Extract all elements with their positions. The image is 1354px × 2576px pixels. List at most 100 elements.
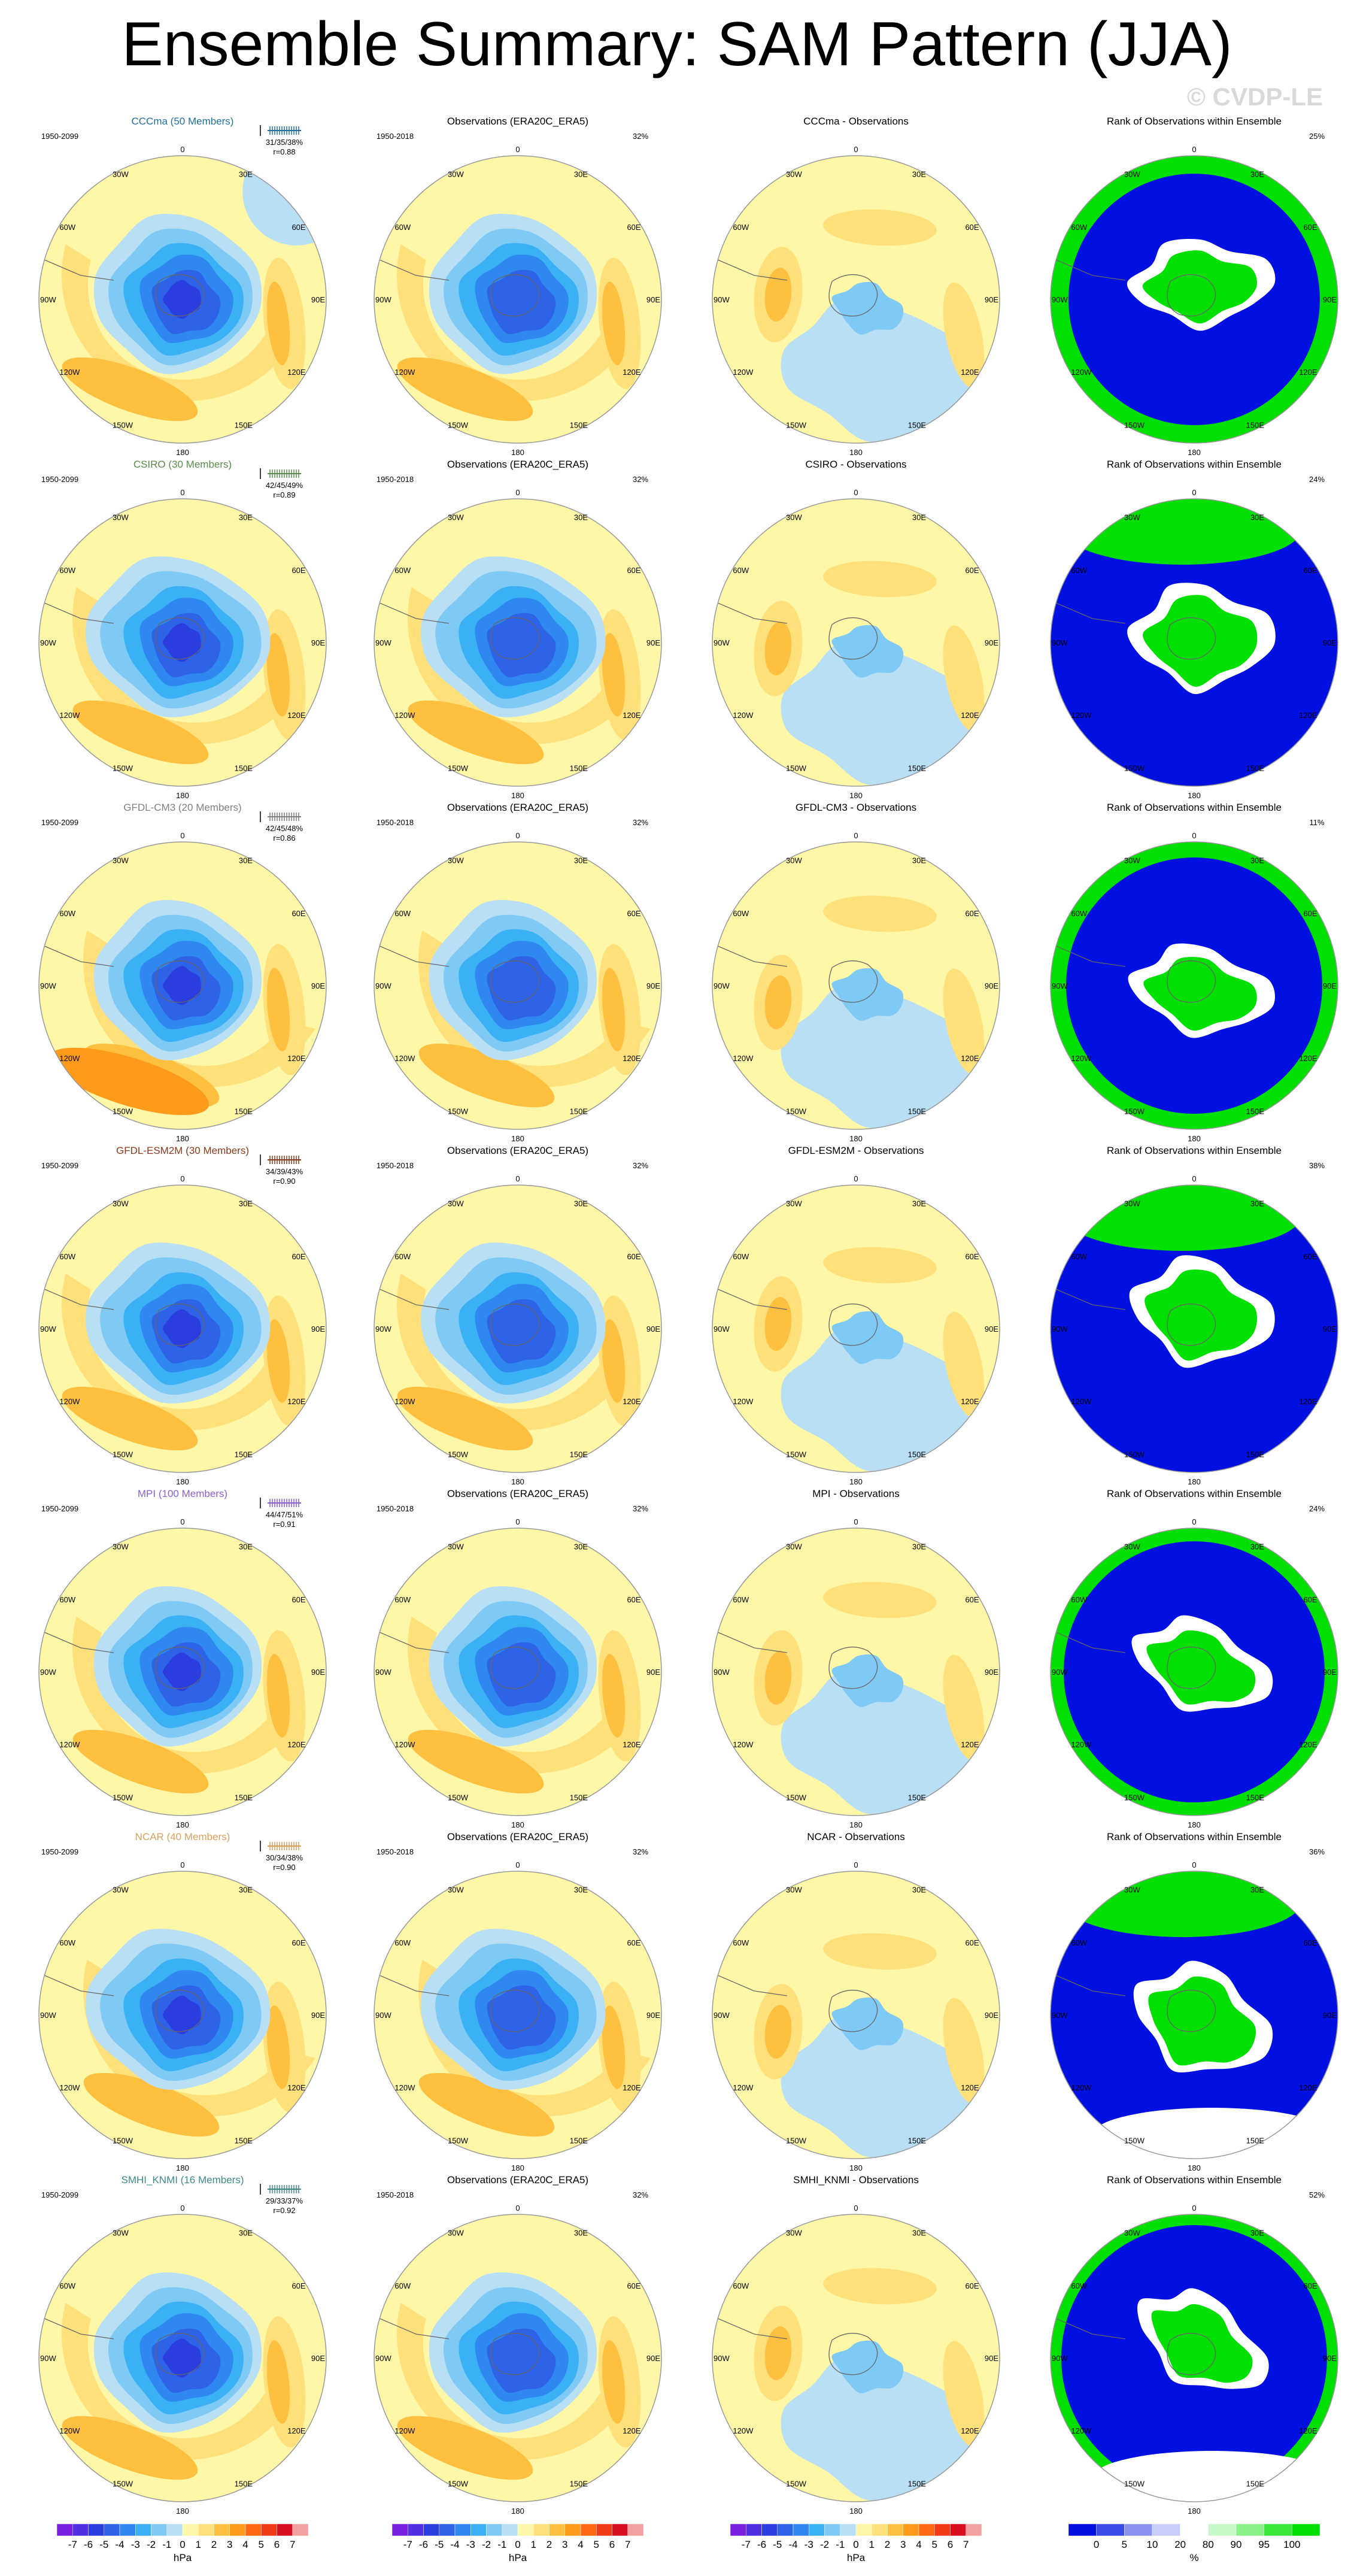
map-boundary [374,1184,662,1473]
panel-row: GFDL-CM3 (20 Members) 1950-2099 42/45/48%r… [38,802,1338,1143]
model-correlation: r=0.89 [273,490,295,499]
longitude-label: 150W [786,2480,807,2489]
polar-map-diff: 0 30E 60E 90E 120E 150E 180 150W 120W 90W 60W 30W [712,488,1000,800]
colorbar-swatch [517,2523,534,2536]
south-america-coastline [39,257,114,281]
map-boundary [712,1871,1000,2159]
longitude-label: 180 [1188,2507,1201,2516]
colorbar-swatch [261,2523,277,2536]
south-america-coastline [712,1629,788,1653]
rank-region [1151,2304,1253,2383]
rank-panel-title: Rank of Observations within Ensemble [1107,1488,1282,1499]
model-stats: 29/33/37% [266,2196,303,2205]
longitude-label: 0 [1192,2204,1196,2213]
south-america-coastline [39,1286,114,1310]
longitude-label: 150E [908,1450,927,1459]
longitude-label: 90E [311,2011,325,2020]
rank-percent: 11% [1309,818,1324,827]
colorbar-swatch [135,2523,151,2536]
longitude-label: 60W [394,2281,411,2290]
longitude-label: 90E [985,1325,998,1334]
longitude-label: 180 [511,1820,524,1829]
model-period: 1950-2099 [41,818,78,827]
longitude-label: 120W [733,1054,754,1063]
longitude-label: 120E [961,1397,979,1406]
longitude-label: 90E [1323,1668,1337,1677]
obs-panel-title: Observations (ERA20C_ERA5) [447,116,588,127]
longitude-label: 180 [511,448,524,457]
map-boundary [1050,498,1338,787]
longitude-label: 0 [180,1860,184,1869]
colorbar-tick-label: 7 [963,2539,969,2550]
colorbar-tick-label: -5 [773,2539,782,2550]
map-boundary [374,155,662,444]
colorbar-swatch [470,2523,487,2536]
colorbar-tick-label: -3 [804,2539,813,2550]
longitude-label: 120W [59,711,80,720]
colorbar-swatch [1264,2523,1292,2536]
negative-anomaly-contour [487,1985,556,2050]
longitude-label: 0 [180,145,184,154]
longitude-label: 150W [448,1107,469,1116]
colorbar-swatch [502,2523,518,2536]
antarctica-coastline [828,617,878,660]
positive-anomaly-contour [823,2268,937,2305]
longitude-label: 60E [292,223,305,232]
negative-anomaly-contour [831,281,904,335]
longitude-label: 150E [570,1450,588,1459]
longitude-label: 60W [733,909,749,918]
map-boundary [38,1184,327,1473]
colorbar-swatch [391,2523,408,2536]
antarctica-coastline [490,960,540,1003]
longitude-label: 60E [627,1252,640,1261]
longitude-label: 60E [965,223,979,232]
colorbar-swatch [454,2523,471,2536]
longitude-label: 30E [574,856,588,865]
positive-anomaly-contour [602,281,626,365]
longitude-label: 30E [574,1199,588,1208]
longitude-label: 120E [287,1054,306,1063]
longitude-label: 150W [113,2480,133,2489]
rank-region [1142,250,1257,324]
colorbar-swatch [229,2523,246,2536]
longitude-label: 90E [1323,981,1337,990]
longitude-label: 180 [176,1820,189,1829]
longitude-label: 0 [515,1860,520,1869]
south-america-coastline [712,257,788,281]
longitude-label: 150E [570,2136,588,2145]
colorbar-swatch [580,2523,597,2536]
longitude-label: 60W [733,566,749,575]
positive-anomaly-contour [943,1998,985,2104]
model-stats: 34/39/43% [266,1167,303,1176]
longitude-label: 120W [394,711,415,720]
longitude-label: 120W [394,1740,415,1749]
positive-anomaly-contour [266,1319,290,1403]
model-panel-title: NCAR (40 Members) [135,1831,230,1842]
panel-row: SMHI_KNMI (16 Members) 1950-2099 29/33/37%… [38,2174,1338,2516]
longitude-label: 60W [59,566,75,575]
longitude-label: 120W [1071,368,1092,377]
rank-region [1146,1630,1256,1705]
negative-anomaly-contour [163,623,201,662]
longitude-label: 0 [854,488,858,497]
colorbar-tick-label: 4 [916,2539,921,2550]
longitude-label: 90E [985,638,998,647]
colorbar-tick-label: 7 [625,2539,630,2550]
longitude-label: 90W [375,2354,391,2363]
positive-anomaly-contour [764,1297,792,1351]
longitude-label: 90W [714,1325,730,1334]
longitude-label: 120E [623,711,641,720]
longitude-label: 90E [1323,295,1337,304]
south-america-coastline [374,943,450,967]
polar-map-obs: 0 30E 60E 90E 120E 150E 180 150W 120W 90W 60W 30W [374,488,662,800]
positive-anomaly-contour [62,2416,198,2480]
longitude-label: 30E [1250,1885,1264,1894]
longitude-label: 30E [1250,1542,1264,1551]
negative-anomaly-contour [781,985,985,1129]
longitude-label: 180 [176,448,189,457]
colorbar-tick-label: -5 [435,2539,444,2550]
colorbar-tick-label: 100 [1283,2539,1300,2550]
longitude-label: 30W [786,169,802,178]
longitude-label: 60E [965,1938,979,1947]
negative-anomaly-contour [487,269,556,335]
